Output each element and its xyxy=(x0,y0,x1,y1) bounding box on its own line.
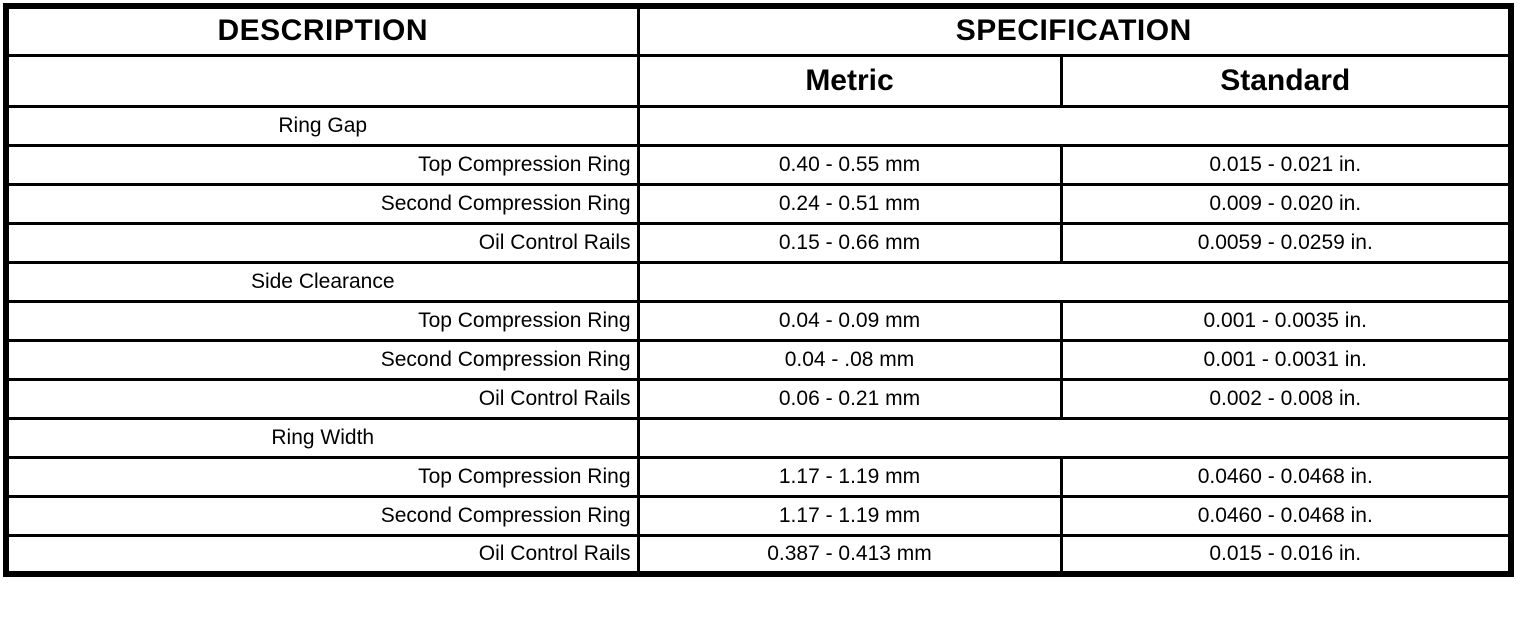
standard-value: 0.002 - 0.008 in. xyxy=(1059,377,1513,420)
standard-value: 0.001 - 0.0031 in. xyxy=(1059,338,1513,381)
metric-value: 0.15 - 0.66 mm xyxy=(636,221,1063,264)
section-label: Ring Gap xyxy=(4,104,640,147)
specification-table: DESCRIPTION SPECIFICATION Metric Standar… xyxy=(3,3,1515,577)
section-row-side-clearance: Side Clearance xyxy=(4,260,1513,303)
table-row: Oil Control Rails 0.387 - 0.413 mm 0.015… xyxy=(4,533,1513,576)
table-row: Second Compression Ring 0.04 - .08 mm 0.… xyxy=(4,338,1513,381)
metric-value: 0.06 - 0.21 mm xyxy=(636,377,1063,420)
section-row-ring-width: Ring Width xyxy=(4,416,1513,459)
table-row: Oil Control Rails 0.15 - 0.66 mm 0.0059 … xyxy=(4,221,1513,264)
metric-value: 1.17 - 1.19 mm xyxy=(636,455,1063,498)
section-row-ring-gap: Ring Gap xyxy=(4,104,1513,147)
metric-value: 0.40 - 0.55 mm xyxy=(636,143,1063,186)
row-description: Oil Control Rails xyxy=(4,377,640,420)
row-description: Second Compression Ring xyxy=(4,338,640,381)
row-description: Top Compression Ring xyxy=(4,455,640,498)
metric-value: 0.04 - 0.09 mm xyxy=(636,299,1063,342)
metric-column-header: Metric xyxy=(636,53,1063,108)
row-description: Second Compression Ring xyxy=(4,182,640,225)
table-row: Top Compression Ring 1.17 - 1.19 mm 0.04… xyxy=(4,455,1513,498)
row-description: Oil Control Rails xyxy=(4,533,640,576)
standard-value: 0.0460 - 0.0468 in. xyxy=(1059,455,1513,498)
row-description: Top Compression Ring xyxy=(4,143,640,186)
table-row: Top Compression Ring 0.40 - 0.55 mm 0.01… xyxy=(4,143,1513,186)
standard-value: 0.0059 - 0.0259 in. xyxy=(1059,221,1513,264)
table-row: Top Compression Ring 0.04 - 0.09 mm 0.00… xyxy=(4,299,1513,342)
standard-value: 0.015 - 0.021 in. xyxy=(1059,143,1513,186)
empty-spec-cell xyxy=(636,104,1513,147)
metric-value: 0.24 - 0.51 mm xyxy=(636,182,1063,225)
description-column-header: DESCRIPTION xyxy=(4,4,640,57)
table-row: Second Compression Ring 0.24 - 0.51 mm 0… xyxy=(4,182,1513,225)
table-header-row: DESCRIPTION SPECIFICATION xyxy=(4,4,1513,57)
specification-column-header: SPECIFICATION xyxy=(636,4,1513,57)
table-row: Second Compression Ring 1.17 - 1.19 mm 0… xyxy=(4,494,1513,537)
empty-spec-cell xyxy=(636,260,1513,303)
metric-value: 1.17 - 1.19 mm xyxy=(636,494,1063,537)
metric-value: 0.387 - 0.413 mm xyxy=(636,533,1063,576)
standard-value: 0.015 - 0.016 in. xyxy=(1059,533,1513,576)
standard-column-header: Standard xyxy=(1059,53,1513,108)
row-description: Oil Control Rails xyxy=(4,221,640,264)
empty-spec-cell xyxy=(636,416,1513,459)
metric-value: 0.04 - .08 mm xyxy=(636,338,1063,381)
table-row: Oil Control Rails 0.06 - 0.21 mm 0.002 -… xyxy=(4,377,1513,420)
row-description: Second Compression Ring xyxy=(4,494,640,537)
section-label: Side Clearance xyxy=(4,260,640,303)
table-subheader-row: Metric Standard xyxy=(4,53,1513,108)
description-header-spacer xyxy=(4,53,640,108)
standard-value: 0.0460 - 0.0468 in. xyxy=(1059,494,1513,537)
standard-value: 0.001 - 0.0035 in. xyxy=(1059,299,1513,342)
section-label: Ring Width xyxy=(4,416,640,459)
standard-value: 0.009 - 0.020 in. xyxy=(1059,182,1513,225)
row-description: Top Compression Ring xyxy=(4,299,640,342)
